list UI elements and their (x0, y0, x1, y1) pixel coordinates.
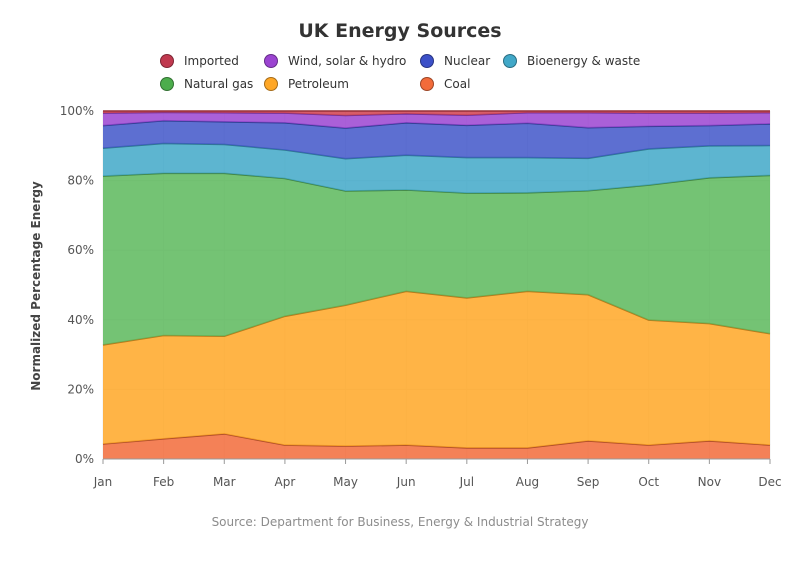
x-tick-label: Aug (516, 475, 539, 489)
y-tick-label: 80% (67, 174, 94, 188)
x-tick-label: Jan (93, 475, 113, 489)
axis-layer: 0% 20% 40% 60% 80% 100% Jan Feb Mar Apr May Jun Jul A… (60, 104, 782, 489)
chart-title: UK Energy Sources (298, 20, 502, 42)
area-coal[interactable] (103, 433, 770, 459)
x-tick-label: Nov (698, 475, 721, 489)
legend-item-petroleum[interactable]: Petroleum (264, 74, 349, 94)
legend-swatch (160, 54, 174, 68)
y-tick-label: 100% (60, 104, 94, 118)
area-bioenergy-waste[interactable] (103, 143, 770, 194)
legend-item-nuclear[interactable]: Nuclear (420, 51, 490, 71)
legend-label: Bioenergy & waste (527, 54, 641, 68)
legend-swatch (264, 54, 278, 68)
y-tick-label: 60% (67, 243, 94, 257)
legend-swatch (420, 54, 434, 68)
area-natural-gas[interactable] (103, 173, 770, 345)
legend-label: Nuclear (444, 54, 491, 68)
legend-swatch (420, 77, 434, 91)
x-tick-label: Sep (577, 475, 600, 489)
legend-item-bioenergy-waste[interactable]: Bioenergy & waste (503, 51, 640, 71)
area-petroleum[interactable] (103, 291, 770, 448)
legend-item-imported[interactable]: Imported (160, 51, 239, 71)
legend-label: Wind, solar & hydro (288, 54, 407, 68)
legend-swatch (503, 54, 517, 68)
legend-label: Coal (444, 77, 471, 91)
area-wind-solar-hydro[interactable] (103, 112, 770, 129)
legend-item-natural-gas[interactable]: Natural gas (160, 74, 253, 94)
x-tick-label: Dec (758, 475, 781, 489)
y-tick-label: 40% (67, 313, 94, 327)
area-nuclear[interactable] (103, 120, 770, 159)
y-tick-label: 20% (67, 382, 94, 396)
y-tick-label: 0% (75, 452, 94, 466)
area-imported[interactable] (103, 111, 770, 116)
x-tick-label: Oct (638, 475, 659, 489)
legend-swatch (160, 77, 174, 91)
x-tick-label: Mar (213, 475, 236, 489)
x-tick-label: Apr (275, 475, 296, 489)
legend-swatch (264, 77, 278, 91)
legend-label: Petroleum (288, 77, 349, 91)
x-tick-label: Feb (153, 475, 174, 489)
legend-item-wind-solar-hydro[interactable]: Wind, solar & hydro (264, 51, 406, 71)
legend-label: Imported (184, 54, 239, 68)
x-tick-label: Jun (396, 475, 416, 489)
x-tick-label: Jul (459, 475, 474, 489)
chart-source: Source: Department for Business, Energy … (211, 515, 589, 529)
legend-label: Natural gas (184, 77, 254, 91)
legend-item-coal[interactable]: Coal (420, 74, 470, 94)
area-layer (102, 110, 771, 459)
y-axis-title: Normalized Percentage Energy (29, 181, 43, 391)
x-tick-label: May (333, 475, 358, 489)
